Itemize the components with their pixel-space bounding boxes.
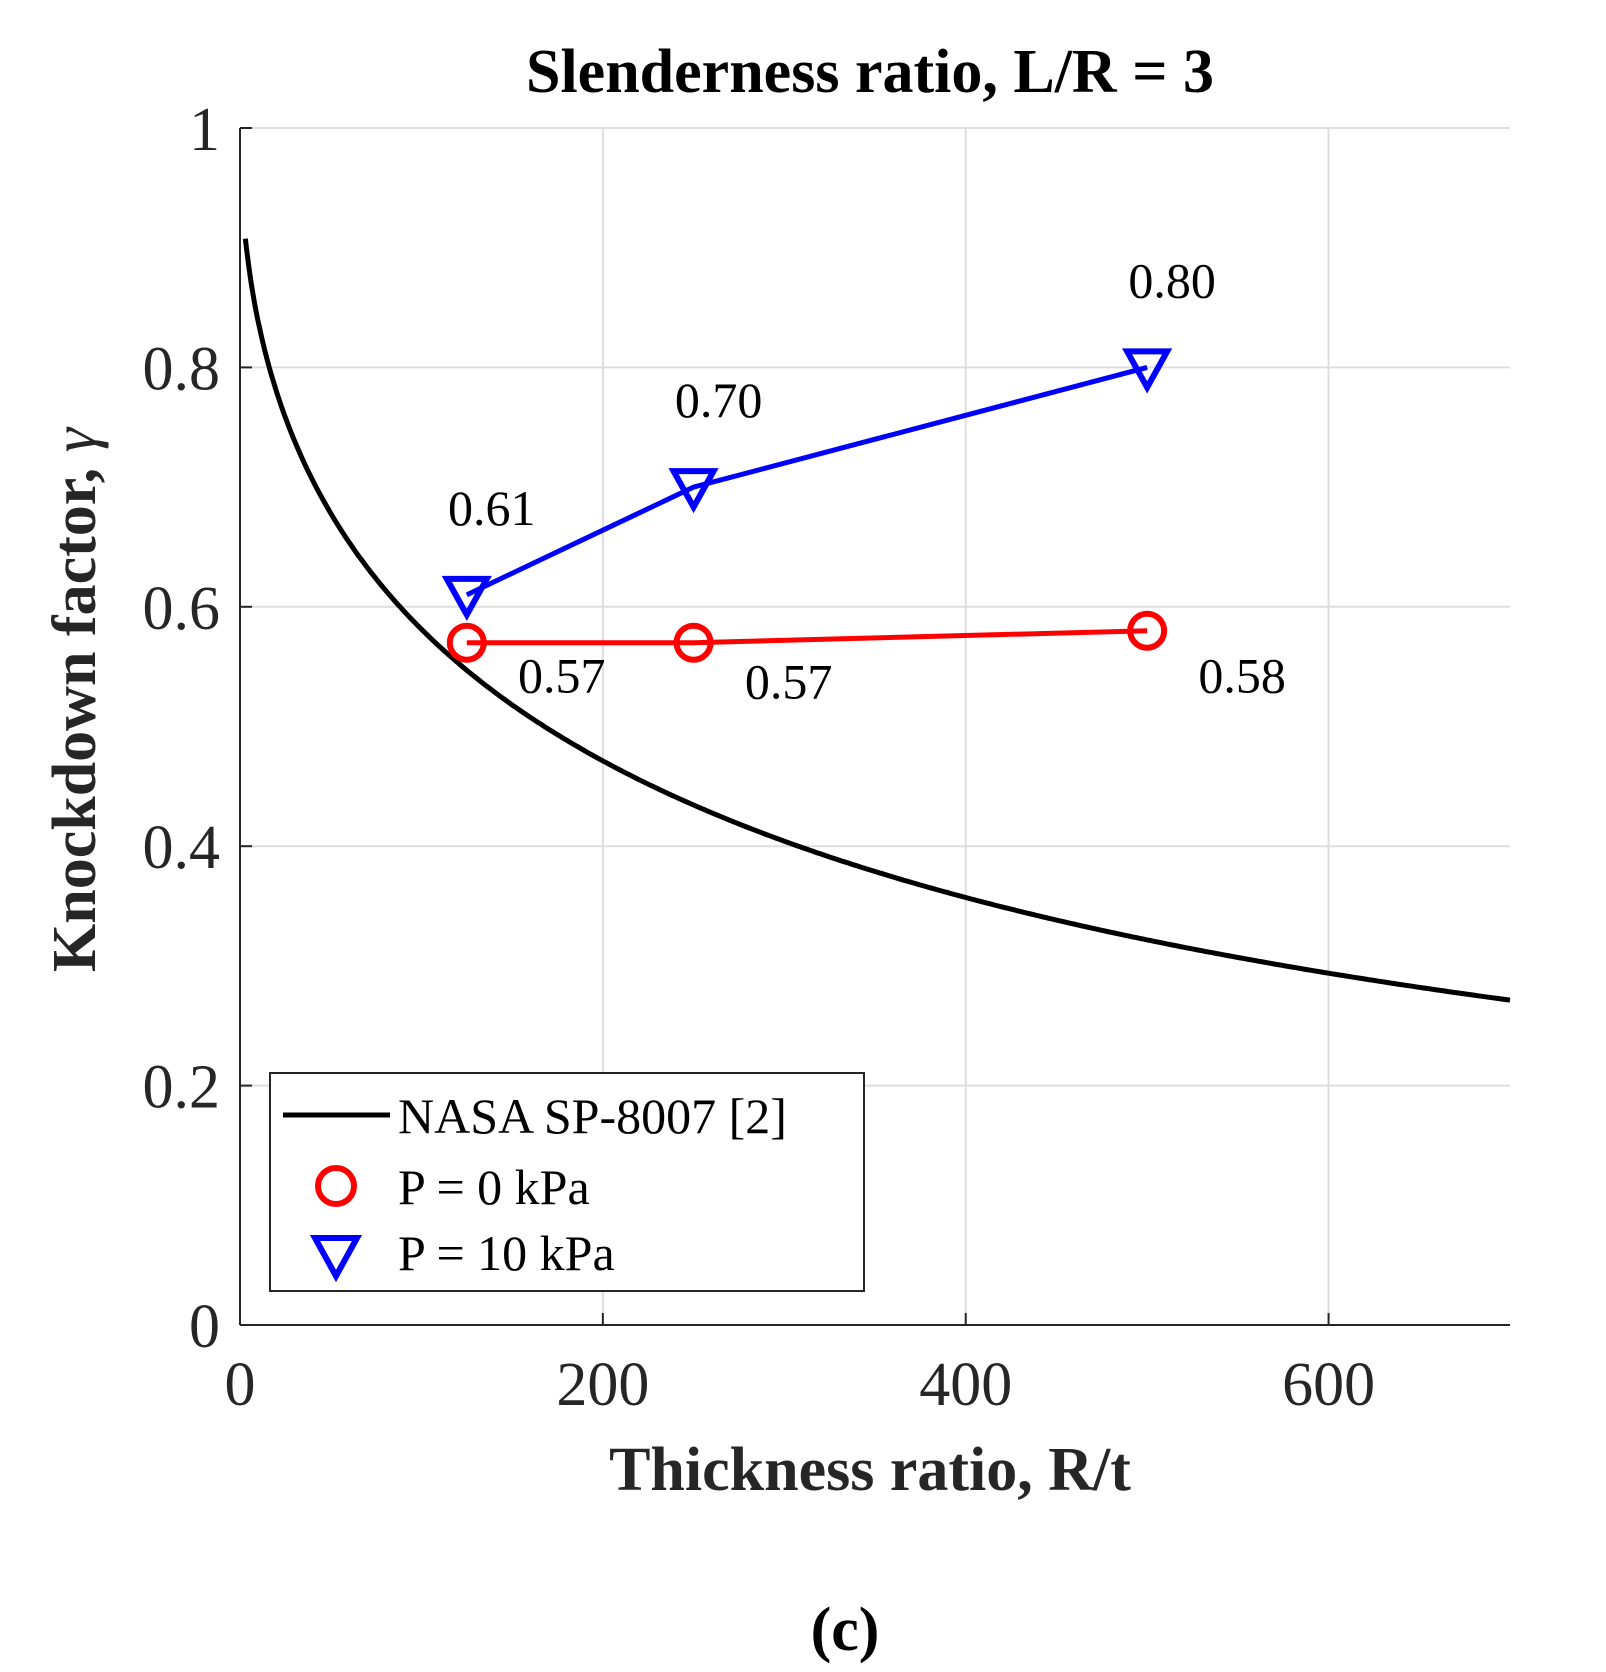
x-tick-label: 600 xyxy=(1282,1351,1375,1419)
x-tick-label: 200 xyxy=(556,1351,649,1419)
legend-label-nasa: NASA SP-8007 [2] xyxy=(398,1088,787,1144)
data-label-p10: 0.70 xyxy=(675,372,763,428)
legend-box xyxy=(269,1072,865,1292)
legend-marker-p10 xyxy=(309,1235,363,1283)
data-label-p0: 0.58 xyxy=(1198,648,1286,704)
point-labels: 0.57 0.57 0.58 0.61 0.70 0.80 xyxy=(448,252,1286,709)
y-tick-label: 0 xyxy=(189,1293,220,1361)
y-tick-label: 0.6 xyxy=(143,575,221,643)
x-axis-label: Thickness ratio, R/t xyxy=(609,1436,1131,1504)
legend: NASA SP-8007 [2] P = 0 kPa P = 10 kPa xyxy=(269,1072,865,1292)
series-line-nasa xyxy=(242,238,1511,1003)
legend-label-p0: P = 0 kPa xyxy=(398,1159,590,1215)
y-tick-label: 0.2 xyxy=(143,1054,221,1122)
legend-marker-p0 xyxy=(315,1165,357,1207)
data-point-p10 xyxy=(441,575,492,622)
data-point-p10 xyxy=(1122,348,1173,394)
data-label-p10: 0.80 xyxy=(1128,252,1216,308)
y-axis-label-text: Knockdown factor, xyxy=(41,452,109,972)
y-tick-label: 1 xyxy=(189,96,220,164)
data-point-p0 xyxy=(673,622,714,663)
x-tick-label: 0 xyxy=(225,1351,256,1419)
data-point-p0 xyxy=(1127,610,1168,651)
y-tick-label: 0.4 xyxy=(143,814,221,882)
data-point-p0 xyxy=(446,622,487,663)
data-label-p0: 0.57 xyxy=(745,654,833,710)
data-label-p0: 0.57 xyxy=(518,648,606,704)
y-axis-label: Knockdown factor, γ xyxy=(41,426,109,972)
plot-area xyxy=(242,238,1511,1003)
y-tick-label: 0.8 xyxy=(143,335,221,403)
tick-labels: 0 200 400 600 0 0.2 0.4 0.6 0.8 1 xyxy=(143,96,1376,1419)
chart-title: Slenderness ratio, L/R = 3 xyxy=(526,38,1214,106)
data-point-p10 xyxy=(668,468,719,514)
data-label-p10: 0.61 xyxy=(448,480,536,536)
series-line-p10 xyxy=(465,364,1148,598)
legend-label-p10: P = 10 kPa xyxy=(398,1225,615,1281)
axes xyxy=(239,127,1510,1326)
x-tick-label: 400 xyxy=(919,1351,1012,1419)
series-line-p0 xyxy=(466,628,1148,646)
y-axis-label-symbol: γ xyxy=(41,426,109,452)
subfigure-label: (c) xyxy=(811,1596,880,1664)
